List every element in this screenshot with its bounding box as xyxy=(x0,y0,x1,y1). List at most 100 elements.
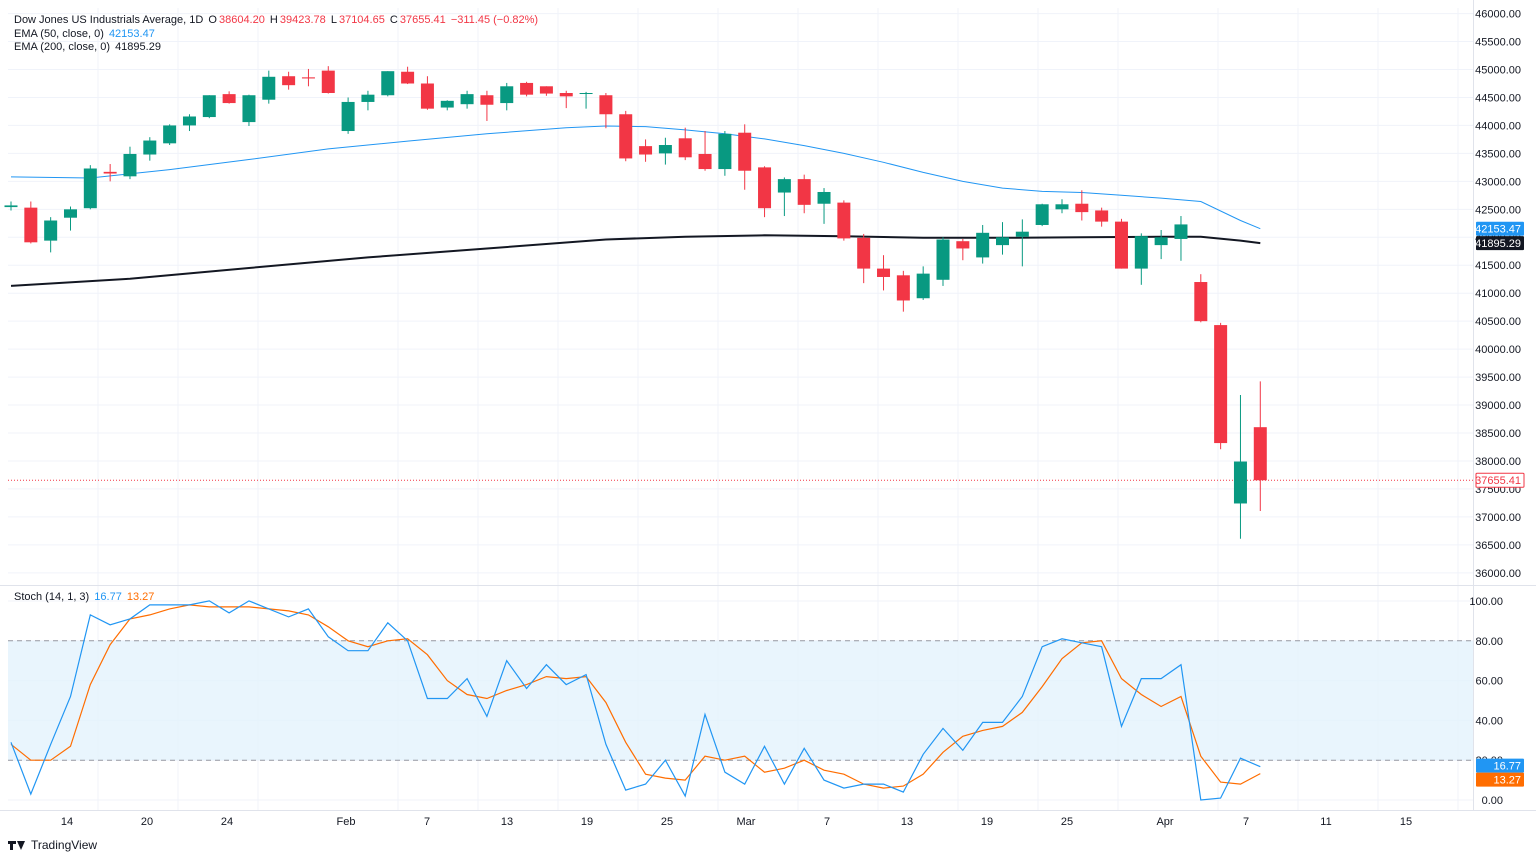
candle-body xyxy=(500,86,514,104)
ema200-price-tag-bg xyxy=(1476,236,1524,251)
candle-body xyxy=(222,94,236,104)
candle-body xyxy=(539,86,553,94)
candle-body xyxy=(1055,204,1069,210)
open-label: O xyxy=(208,14,217,26)
candle-body xyxy=(361,94,375,102)
candle-body xyxy=(242,95,256,123)
stoch-tick-label: 40.00 xyxy=(1475,715,1503,727)
candle-body xyxy=(738,132,752,171)
price-tick-label: 39000.00 xyxy=(1475,400,1521,412)
footer-brand[interactable]: TradingView xyxy=(8,838,97,852)
candle-body xyxy=(1075,203,1089,213)
time-tick-label: 19 xyxy=(581,816,593,828)
price-tick-label: 44500.00 xyxy=(1475,92,1521,104)
candle-body xyxy=(44,220,58,241)
candle-body xyxy=(579,93,593,95)
ema50-label: EMA (50, close, 0) xyxy=(14,28,104,40)
candle-body xyxy=(619,114,633,159)
candle-body xyxy=(639,146,653,155)
candle-body xyxy=(24,207,38,243)
price-tick-label: 42500.00 xyxy=(1475,204,1521,216)
ema200-label: EMA (200, close, 0) xyxy=(14,41,110,53)
price-tick-label: 43500.00 xyxy=(1475,148,1521,160)
candle-body xyxy=(698,153,712,170)
ema200-price-tag: 41895.29 xyxy=(1475,238,1521,250)
candle-body xyxy=(1154,237,1168,246)
brand-name: TradingView xyxy=(31,838,98,852)
stoch-k-line xyxy=(10,600,1261,801)
legend-stoch[interactable]: Stoch (14, 1, 3) 16.77 13.27 xyxy=(14,591,156,604)
stoch-d-tag-bg xyxy=(1476,772,1524,787)
candle-body xyxy=(1015,231,1029,237)
candle-body xyxy=(1233,461,1247,504)
time-tick-label: 20 xyxy=(141,816,153,828)
tradingview-logo-icon xyxy=(8,839,26,851)
candle-body xyxy=(123,153,137,177)
candle-body xyxy=(837,202,851,239)
legend-ema50[interactable]: EMA (50, close, 0) 42153.47 xyxy=(14,28,157,41)
candle-body xyxy=(460,94,474,105)
candle-body xyxy=(996,237,1009,246)
candle-body xyxy=(976,232,990,258)
price-tags: 42153.47 41895.29 37655.41 16.77 13.27 xyxy=(1475,221,1525,787)
candle-body xyxy=(1194,282,1208,322)
stoch-band xyxy=(8,640,1473,761)
open-value: 38604.20 xyxy=(218,14,265,26)
candle-body xyxy=(817,191,831,204)
time-tick-label: 7 xyxy=(824,816,830,828)
time-tick-label: 11 xyxy=(1320,816,1331,828)
candle-body xyxy=(718,133,732,170)
candle-body xyxy=(202,95,216,118)
candle-body xyxy=(440,100,454,108)
price-tick-label: 43000.00 xyxy=(1475,176,1521,188)
candle-body xyxy=(83,168,97,209)
candle-body xyxy=(956,241,970,249)
ema50-value: 42153.47 xyxy=(108,28,155,40)
candle-body xyxy=(1134,236,1148,269)
candle-body xyxy=(420,83,434,109)
legend-main[interactable]: Dow Jones US Industrials Average, 1D O 38… xyxy=(14,14,540,27)
candle-body xyxy=(321,70,335,94)
candle-body xyxy=(381,71,395,96)
candle-body xyxy=(143,140,157,155)
candle-body xyxy=(599,95,613,115)
price-axis[interactable]: 46000.00 45500.00 45000.00 44500.00 44000.00… xyxy=(1475,9,1521,580)
candle-body xyxy=(797,179,811,205)
time-tick-label: 7 xyxy=(424,816,430,828)
candle-body xyxy=(301,77,315,79)
candle-body xyxy=(1095,210,1109,222)
time-tick-label: 24 xyxy=(221,816,233,828)
high-label: H xyxy=(269,14,278,26)
time-tick-label: Apr xyxy=(1156,816,1173,828)
price-tick-label: 38500.00 xyxy=(1475,428,1521,440)
time-tick-label: 25 xyxy=(661,816,673,828)
change-value: −311.45 (−0.82%) xyxy=(450,14,539,26)
time-tick-label: 15 xyxy=(1400,816,1412,828)
ema50-price-tag: 42153.47 xyxy=(1475,224,1521,236)
stoch-tick-label: 80.00 xyxy=(1475,636,1503,648)
candle-body xyxy=(678,138,692,158)
candle-body xyxy=(103,171,117,174)
time-tick-label: 25 xyxy=(1061,816,1073,828)
candle-body xyxy=(559,93,573,97)
legend-ema200[interactable]: EMA (200, close, 0) 41895.29 xyxy=(14,41,163,54)
candle-body xyxy=(857,237,871,269)
ema50-price-tag-bg xyxy=(1476,221,1524,236)
time-tick-label: 7 xyxy=(1243,816,1249,828)
close-label: C xyxy=(389,14,398,26)
candle-body xyxy=(262,76,276,100)
stoch-k-tag-bg xyxy=(1476,758,1524,773)
time-axis[interactable]: 14 20 24 Feb 7 13 19 25 Mar 7 13 19 25 Apr 7 11 15 xyxy=(61,816,1412,828)
stoch-k-value: 16.77 xyxy=(94,591,122,603)
stoch-d-value: 13.27 xyxy=(126,591,155,603)
price-tick-label: 40000.00 xyxy=(1475,344,1521,356)
price-tick-label: 46000.00 xyxy=(1475,9,1521,21)
candle-body xyxy=(341,101,355,132)
price-tick-label: 36500.00 xyxy=(1475,540,1521,552)
low-label: L xyxy=(330,14,337,26)
candle-body xyxy=(1214,325,1228,444)
time-tick-label: 13 xyxy=(501,816,513,828)
stoch-tick-label: 60.00 xyxy=(1475,676,1503,688)
ema50-line xyxy=(10,125,1261,230)
